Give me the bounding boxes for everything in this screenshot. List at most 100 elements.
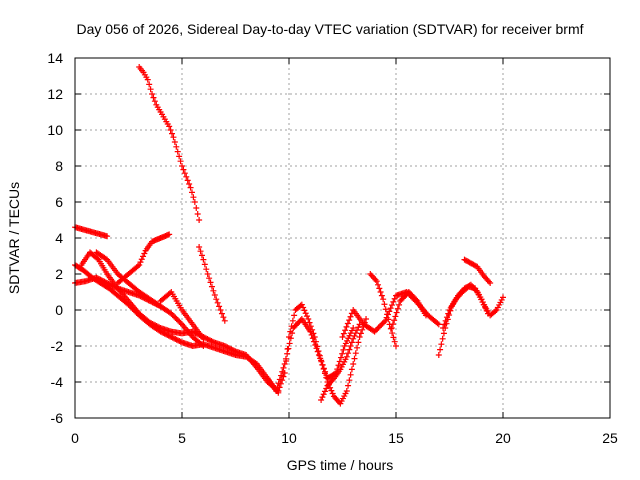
data-point — [355, 324, 362, 331]
data-point — [335, 362, 342, 369]
data-point — [394, 305, 401, 312]
data-point — [177, 320, 184, 327]
y-tick-label: 2 — [55, 266, 63, 282]
data-point — [148, 320, 155, 327]
data-point — [141, 250, 148, 257]
data-point — [146, 81, 153, 88]
series-arc-11 — [264, 316, 357, 394]
data-point — [438, 341, 445, 348]
data-point — [156, 302, 163, 309]
series-arc-6 — [114, 231, 173, 286]
data-point — [291, 312, 298, 319]
data-point — [169, 334, 176, 341]
y-tick-label: 6 — [55, 194, 63, 210]
data-point — [440, 325, 447, 331]
data-point — [318, 358, 325, 365]
x-tick-labels: 0 5 10 15 20 25 — [71, 430, 618, 446]
data-point — [359, 326, 366, 333]
data-point — [201, 334, 208, 341]
data-point — [231, 347, 238, 354]
y-tick-labels: -6 -4 -2 0 2 4 6 8 10 12 14 — [47, 50, 63, 426]
data-point — [200, 343, 207, 349]
data-point — [184, 177, 191, 184]
data-point — [312, 341, 319, 348]
data-point — [199, 341, 206, 348]
data-point — [101, 278, 108, 285]
data-point — [106, 281, 113, 288]
data-point — [435, 321, 442, 328]
data-point — [328, 387, 335, 394]
data-point — [281, 361, 288, 367]
data-point — [97, 276, 104, 283]
x-tick-label: 10 — [281, 430, 297, 446]
data-point — [378, 292, 385, 299]
series-arc-1 — [72, 224, 111, 240]
data-point — [389, 330, 396, 337]
data-point — [378, 321, 385, 328]
data-point — [174, 148, 181, 155]
data-point — [313, 345, 320, 352]
data-point — [213, 296, 220, 303]
data-point — [375, 324, 382, 331]
data-point — [187, 184, 194, 191]
data-point — [385, 316, 392, 323]
series-arc-3 — [72, 274, 207, 349]
data-point — [150, 94, 157, 101]
data-point — [183, 173, 190, 180]
data-point — [146, 319, 153, 326]
data-point — [221, 317, 228, 324]
data-point — [170, 335, 177, 342]
series-arc-7 — [136, 64, 203, 223]
data-point — [303, 313, 310, 320]
data-point — [329, 390, 336, 397]
data-point — [104, 233, 111, 240]
data-point — [371, 328, 378, 335]
data-point — [315, 352, 322, 358]
data-point — [391, 317, 398, 324]
data-point — [376, 323, 383, 330]
series-arc-17 — [440, 283, 492, 331]
data-point — [355, 339, 362, 346]
data-point — [387, 325, 394, 332]
data-point — [374, 325, 381, 332]
data-point — [174, 337, 181, 344]
data-point — [350, 335, 357, 342]
data-point — [343, 353, 350, 360]
data-point — [317, 355, 324, 362]
data-point — [348, 366, 355, 373]
data-point — [388, 325, 395, 331]
data-point — [200, 256, 207, 263]
series-arc-8 — [196, 244, 228, 324]
data-point — [300, 304, 307, 311]
data-point — [437, 346, 444, 353]
data-point — [391, 338, 398, 345]
data-point — [156, 324, 163, 331]
data-point — [478, 296, 485, 303]
data-point — [170, 134, 177, 141]
data-point — [278, 372, 285, 379]
data-point — [351, 332, 358, 339]
data-point — [166, 333, 173, 340]
data-point — [284, 350, 291, 357]
data-point — [439, 335, 446, 342]
data-point — [346, 377, 353, 384]
data-point — [487, 280, 494, 286]
data-point — [193, 205, 200, 211]
y-tick-label: 14 — [47, 50, 63, 66]
data-point — [485, 310, 492, 317]
data-point — [482, 304, 489, 311]
data-point — [229, 347, 236, 354]
series-arc-16 — [435, 281, 506, 358]
data-point — [440, 330, 447, 337]
data-point — [445, 310, 452, 317]
series-arc-14 — [367, 271, 399, 349]
data-point — [435, 352, 442, 358]
data-point — [298, 301, 305, 308]
data-point — [144, 76, 151, 83]
data-point — [363, 316, 370, 322]
data-point — [138, 256, 145, 263]
data-point — [347, 313, 354, 320]
data-point — [102, 255, 109, 262]
data-point — [210, 287, 217, 294]
data-point — [223, 343, 230, 350]
